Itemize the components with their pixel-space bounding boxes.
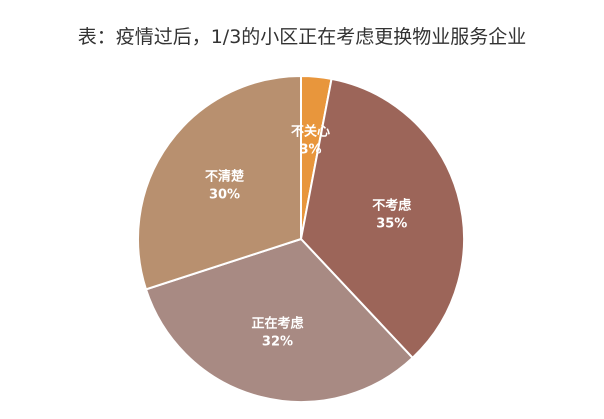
pie-slice <box>299 77 465 360</box>
chart-title: 表：疫情过后，1/3的小区正在考虑更换物业服务企业 <box>77 26 527 48</box>
slice-category-label: 不考虑 <box>372 198 411 214</box>
pie-slice <box>137 74 302 291</box>
pie-labels: 不关心 3% 不考虑 35% 正在考虑 32% 不清楚 30% <box>205 123 411 349</box>
pie-slice <box>144 237 414 403</box>
slice-value-label: 35% <box>376 217 407 232</box>
slice-category-label: 不清楚 <box>205 168 245 184</box>
slice-category-label: 不关心 <box>291 123 330 139</box>
slice-category-label: 正在考虑 <box>251 316 303 332</box>
slice-value-label: 3% <box>299 142 321 157</box>
slice-value-label: 32% <box>262 335 293 350</box>
slice-value-label: 30% <box>209 187 240 202</box>
pie-slices <box>137 74 465 403</box>
